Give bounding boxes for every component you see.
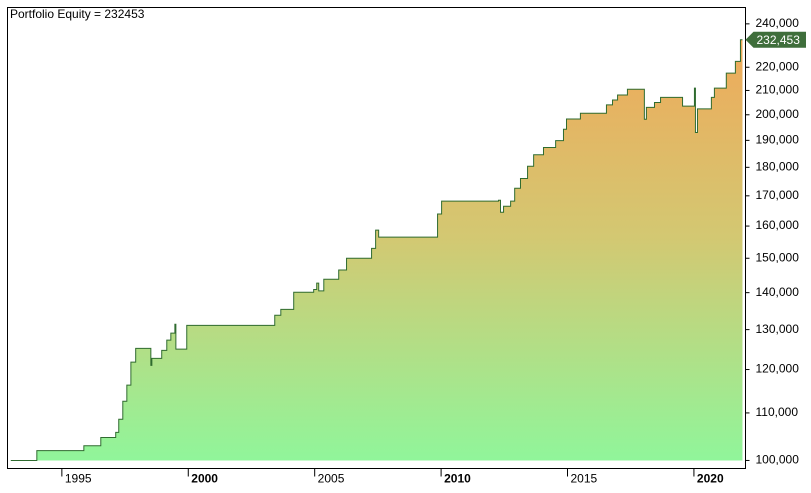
y-tick-label: 220,000 (756, 59, 800, 73)
y-tick-label: 110,000 (756, 405, 799, 419)
y-tick-label: 120,000 (756, 362, 800, 376)
chart-title: Portfolio Equity = 232453 (10, 7, 145, 21)
x-tick-label: 2005 (318, 472, 345, 486)
x-tick-label: 1995 (65, 472, 92, 486)
y-tick-label: 160,000 (756, 218, 800, 232)
y-tick-label: 170,000 (756, 188, 800, 202)
last-value-marker (745, 31, 806, 48)
y-tick-label: 210,000 (756, 83, 800, 97)
y-tick-label: 200,000 (756, 107, 800, 121)
equity-line (10, 39, 743, 461)
x-tick-label: 2020 (697, 472, 724, 486)
y-tick-label: 150,000 (756, 250, 800, 264)
y-tick-label: 240,000 (756, 16, 800, 30)
x-tick-label: 2010 (444, 472, 471, 486)
y-tick-label: 190,000 (756, 133, 800, 147)
y-tick-label: 180,000 (756, 159, 800, 173)
last-value-label: 232,453 (757, 33, 801, 47)
y-tick-label: 100,000 (756, 453, 800, 467)
x-tick-label: 2015 (571, 472, 598, 486)
y-tick-label: 140,000 (756, 285, 800, 299)
x-tick-label: 2000 (191, 472, 218, 486)
equity-area (10, 39, 743, 461)
plot-area (10, 39, 743, 461)
y-tick-label: 130,000 (756, 322, 800, 336)
